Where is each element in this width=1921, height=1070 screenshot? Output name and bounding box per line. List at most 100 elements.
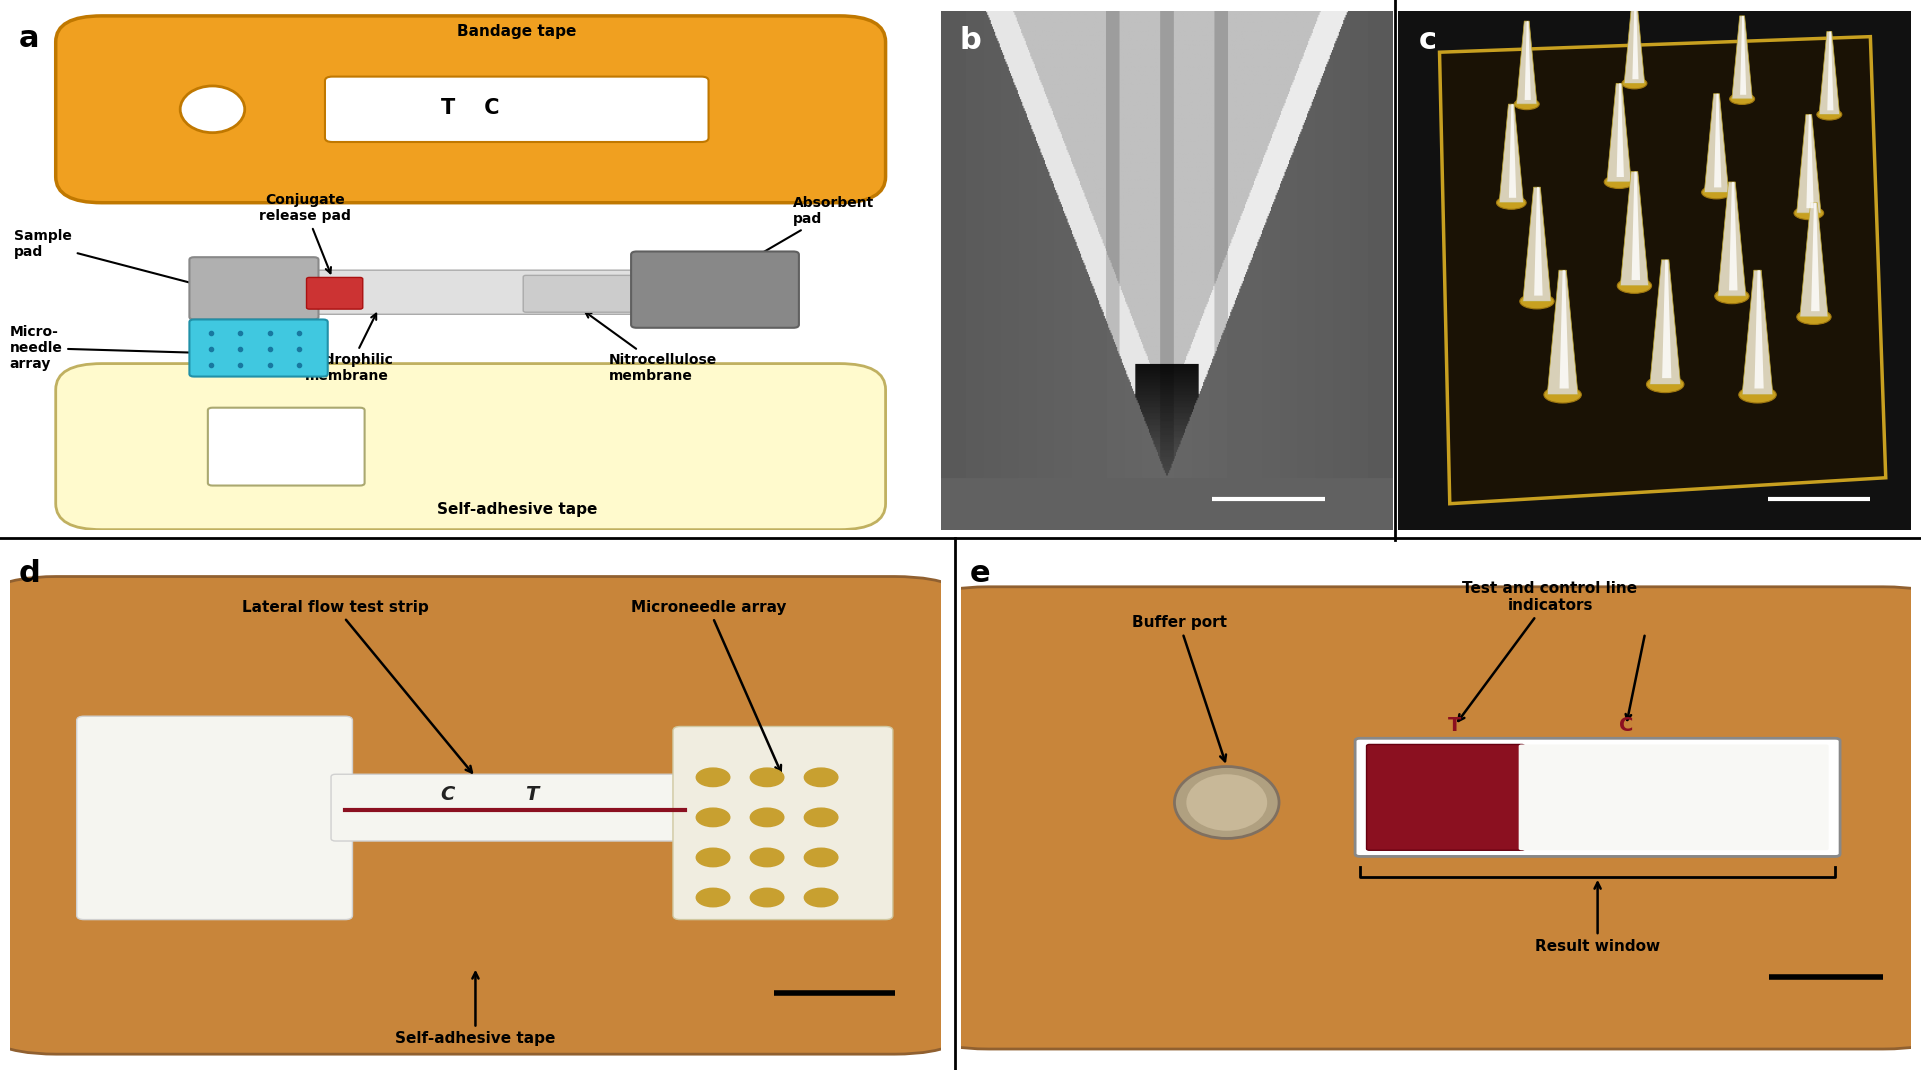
Text: Bandage tape: Bandage tape <box>457 24 576 39</box>
Text: T: T <box>524 785 538 805</box>
Ellipse shape <box>1496 196 1525 210</box>
Ellipse shape <box>1729 93 1754 105</box>
Ellipse shape <box>1514 98 1539 109</box>
Circle shape <box>805 888 838 906</box>
Polygon shape <box>1439 36 1886 504</box>
Polygon shape <box>1800 202 1829 317</box>
FancyBboxPatch shape <box>263 270 751 315</box>
Text: Conjugate
release pad: Conjugate release pad <box>259 194 352 273</box>
Circle shape <box>751 888 784 906</box>
Ellipse shape <box>1739 386 1777 403</box>
FancyBboxPatch shape <box>190 320 328 377</box>
Text: T    C: T C <box>442 98 499 119</box>
Polygon shape <box>1806 114 1813 209</box>
Text: Nitrocellulose
membrane: Nitrocellulose membrane <box>586 312 717 383</box>
Text: e: e <box>970 559 991 587</box>
Circle shape <box>751 808 784 827</box>
Circle shape <box>695 768 730 786</box>
Text: Result window: Result window <box>1535 883 1660 953</box>
Polygon shape <box>1742 270 1773 395</box>
Text: a: a <box>19 24 38 52</box>
Polygon shape <box>1650 260 1681 384</box>
Text: d: d <box>19 559 40 587</box>
Polygon shape <box>1729 182 1737 290</box>
Ellipse shape <box>1187 775 1268 830</box>
Text: Microneedle array: Microneedle array <box>630 600 786 771</box>
Polygon shape <box>1633 0 1639 79</box>
Text: Micro-
needle
array: Micro- needle array <box>10 325 207 371</box>
FancyBboxPatch shape <box>330 775 693 841</box>
FancyBboxPatch shape <box>307 277 363 309</box>
Ellipse shape <box>1715 289 1748 304</box>
Ellipse shape <box>1617 278 1652 293</box>
Ellipse shape <box>1817 109 1842 120</box>
Text: Self-adhesive tape: Self-adhesive tape <box>436 502 597 517</box>
Circle shape <box>805 808 838 827</box>
FancyBboxPatch shape <box>207 408 365 486</box>
FancyBboxPatch shape <box>77 716 352 919</box>
Text: Buffer port: Buffer port <box>1131 615 1228 761</box>
Ellipse shape <box>1796 309 1831 324</box>
Polygon shape <box>1733 16 1752 98</box>
Polygon shape <box>1796 114 1821 213</box>
Text: Test and control line
indicators: Test and control line indicators <box>1458 581 1637 721</box>
FancyBboxPatch shape <box>56 16 886 202</box>
Polygon shape <box>1508 104 1516 198</box>
Polygon shape <box>1623 0 1644 83</box>
FancyBboxPatch shape <box>523 275 667 312</box>
FancyBboxPatch shape <box>190 257 319 320</box>
Text: C: C <box>1619 716 1633 735</box>
Text: T: T <box>1448 716 1462 735</box>
Text: b: b <box>959 27 982 56</box>
Circle shape <box>695 808 730 827</box>
Polygon shape <box>1819 31 1840 114</box>
Circle shape <box>805 768 838 786</box>
Ellipse shape <box>1702 186 1731 199</box>
Text: Hydrophilic
membrane: Hydrophilic membrane <box>305 314 394 383</box>
Text: Sample
pad: Sample pad <box>13 229 217 291</box>
Polygon shape <box>1740 16 1746 95</box>
Circle shape <box>695 888 730 906</box>
Polygon shape <box>1754 270 1763 388</box>
FancyBboxPatch shape <box>56 364 886 530</box>
Ellipse shape <box>1646 376 1685 393</box>
Text: C: C <box>440 785 455 805</box>
Ellipse shape <box>181 86 244 133</box>
FancyBboxPatch shape <box>325 77 709 142</box>
Polygon shape <box>1827 31 1833 110</box>
Text: Self-adhesive tape: Self-adhesive tape <box>396 973 555 1046</box>
Polygon shape <box>1617 83 1623 177</box>
Polygon shape <box>1662 260 1671 378</box>
Polygon shape <box>1535 187 1543 295</box>
Circle shape <box>751 849 784 867</box>
Polygon shape <box>1717 182 1746 296</box>
Polygon shape <box>1631 171 1641 280</box>
FancyBboxPatch shape <box>893 586 1921 1049</box>
Polygon shape <box>1546 270 1577 395</box>
Polygon shape <box>1619 171 1648 286</box>
Ellipse shape <box>1544 386 1581 403</box>
Ellipse shape <box>1520 294 1554 309</box>
Ellipse shape <box>1604 175 1635 188</box>
Circle shape <box>695 849 730 867</box>
Polygon shape <box>1714 94 1721 187</box>
Circle shape <box>751 768 784 786</box>
Polygon shape <box>1560 270 1569 388</box>
Polygon shape <box>1525 21 1531 100</box>
Text: Lateral flow test strip: Lateral flow test strip <box>242 600 473 773</box>
FancyBboxPatch shape <box>0 577 978 1054</box>
Polygon shape <box>1516 21 1537 104</box>
FancyBboxPatch shape <box>1520 745 1829 851</box>
Text: Absorbent
pad: Absorbent pad <box>711 196 874 284</box>
Text: c: c <box>1420 27 1437 56</box>
FancyBboxPatch shape <box>632 251 799 327</box>
Ellipse shape <box>1794 207 1823 219</box>
Ellipse shape <box>1174 766 1279 839</box>
Polygon shape <box>1498 104 1523 202</box>
Polygon shape <box>1606 83 1631 182</box>
Polygon shape <box>1523 187 1550 302</box>
FancyBboxPatch shape <box>1366 745 1525 851</box>
Ellipse shape <box>1621 78 1646 89</box>
Polygon shape <box>1704 94 1729 193</box>
FancyBboxPatch shape <box>672 727 893 919</box>
